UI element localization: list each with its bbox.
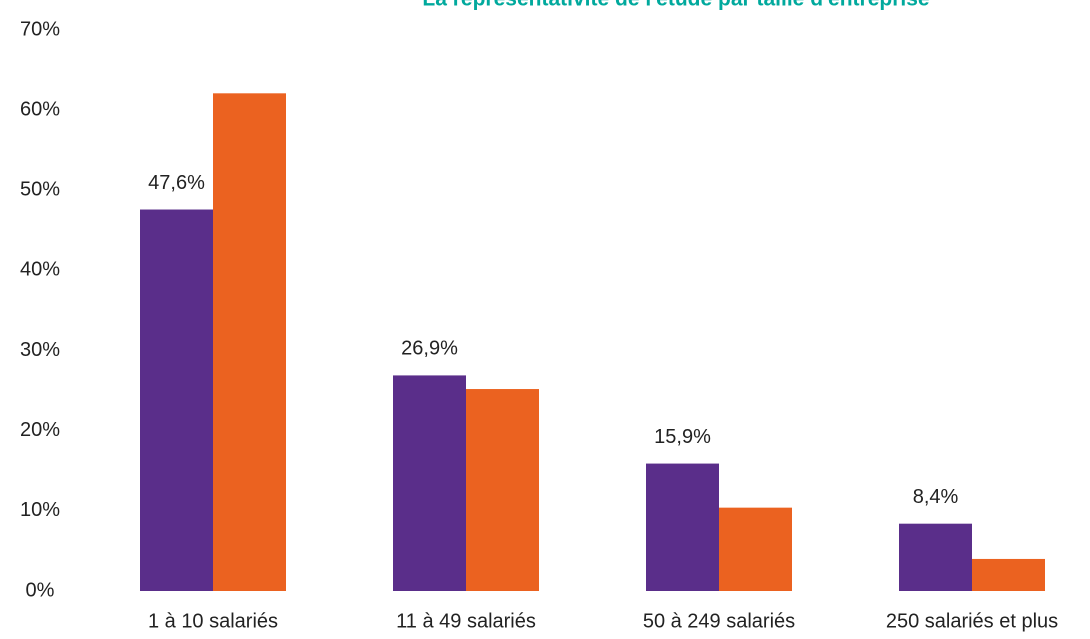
x-tick-label: 50 à 249 salariés xyxy=(643,610,795,632)
bar xyxy=(719,507,792,591)
x-tick-label: 250 salariés et plus xyxy=(886,610,1058,632)
x-tick-label: 11 à 49 salariés xyxy=(396,610,536,632)
value-label: 26,9% xyxy=(401,338,458,360)
y-tick-label: 20% xyxy=(20,419,60,441)
bar xyxy=(646,463,719,591)
y-tick-label: 50% xyxy=(20,179,60,201)
y-tick-label: 30% xyxy=(20,339,60,361)
y-tick-label: 10% xyxy=(20,499,60,521)
value-label: 15,9% xyxy=(654,426,711,448)
x-tick-label: 1 à 10 salariés xyxy=(148,610,278,632)
bar xyxy=(213,93,286,591)
bar xyxy=(140,209,213,591)
y-tick-label: 60% xyxy=(20,98,60,120)
bar xyxy=(393,375,466,591)
chart-title: La représentativité de l'étude par taill… xyxy=(422,0,929,11)
bar xyxy=(972,558,1045,591)
y-tick-label: 40% xyxy=(20,259,60,281)
value-label: 8,4% xyxy=(913,486,959,508)
value-label: 47,6% xyxy=(148,172,205,194)
y-tick-label: 70% xyxy=(20,18,60,40)
bar xyxy=(899,523,972,591)
bar xyxy=(466,389,539,591)
y-tick-label: 0% xyxy=(26,579,55,601)
